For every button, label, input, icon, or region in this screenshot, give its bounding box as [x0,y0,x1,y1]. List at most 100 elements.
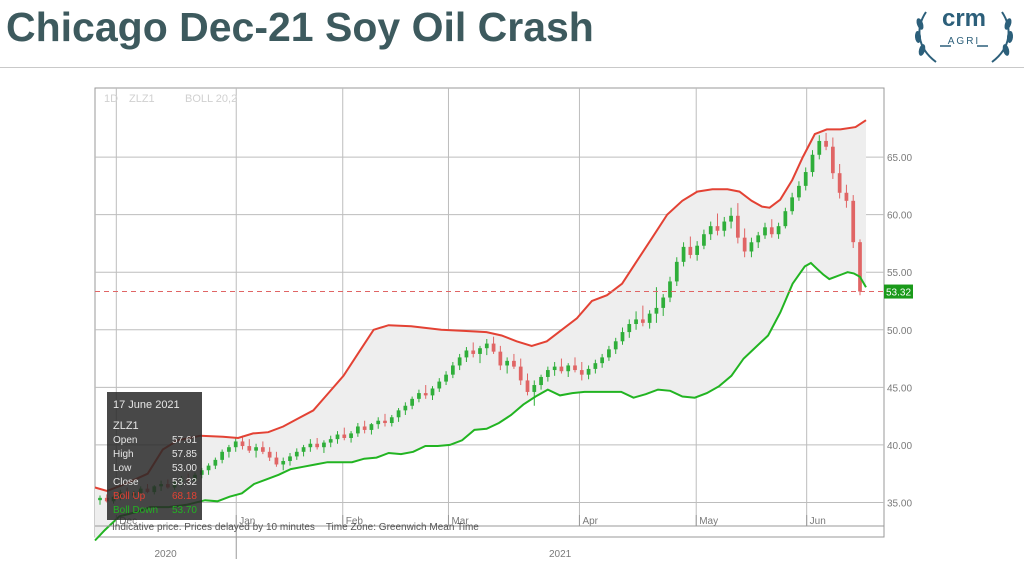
candle-body [444,374,448,382]
x-month-label: Jun [810,516,826,527]
tooltip-row-label: Low [113,463,132,474]
candle-body [647,313,652,323]
candlestick [213,457,218,470]
candle-body [247,446,252,451]
candlestick [383,413,387,427]
candle-body [702,234,706,246]
candlestick [281,457,286,471]
candlestick [450,362,455,379]
tooltip-row-value: 57.85 [171,449,197,460]
tooltip-date: 17 June 2021 [113,399,180,411]
candle-body [559,366,564,372]
candle-body [756,235,761,243]
candle-body [294,451,299,457]
candlestick [539,374,543,390]
candlestick [640,305,645,327]
candle-body [600,357,605,364]
candlestick [220,449,225,464]
candlestick [410,396,415,410]
candle-body [797,185,801,198]
candle-body [552,366,557,371]
candle-body [233,441,238,448]
candlestick [688,236,693,259]
candle-body [620,332,625,342]
x-month-label: Apr [582,516,598,527]
candlestick [491,336,496,354]
candlestick [233,437,238,452]
candle-body [790,197,795,212]
candlestick [260,441,265,455]
candle-body [803,172,808,186]
candle-body [579,370,584,375]
candlestick [437,378,442,392]
candle-body [104,497,109,502]
candle-body [260,447,265,452]
crm-agri-logo: crm AGRI [906,2,1022,68]
candle-body [376,420,381,425]
candle-body [342,434,347,438]
y-tick-label: 60.00 [887,211,912,222]
candlestick [810,150,815,177]
candlestick [769,219,774,238]
candlestick [308,439,313,452]
candlestick [803,167,808,191]
tooltip-row: Boll Up 68.18 [113,491,197,504]
tooltip-row: High 57.85 [113,449,197,462]
candlestick [247,439,252,453]
candlestick [783,207,788,229]
candlestick [349,431,353,443]
candle-body [369,424,374,430]
candle-body [464,350,469,358]
candle-body [410,398,415,406]
candle-body [457,357,462,366]
candlestick [647,310,652,329]
candlestick [797,181,801,201]
candlestick [742,228,747,258]
candlestick [756,231,761,249]
candle-body [491,343,496,352]
candle-body [328,439,333,443]
footer-note: Indicative price. Prices delayed by 10 m… [112,522,479,533]
candlestick [301,444,306,457]
candlestick [498,345,503,371]
candlestick [532,380,537,406]
candlestick [681,242,686,267]
y-tick-label: 35.00 [887,498,912,509]
candlestick [362,420,367,434]
candlestick [389,414,394,427]
x-axis: Dec Jan Feb Mar Apr May Jun 2020 2021 [95,515,884,560]
candlestick [227,444,231,458]
candlestick [267,447,272,462]
candlestick [525,373,530,396]
candle-body [593,363,598,369]
candlestick [844,184,849,208]
candle-body [322,442,326,448]
candlestick [471,342,476,358]
candlestick [749,237,754,258]
candlestick [552,362,557,376]
candlestick [573,357,577,373]
tooltip-row-value: 68.18 [171,491,197,502]
candle-body [335,434,340,440]
candle-body [715,226,720,231]
tooltip-row: Open 57.61 [113,435,197,448]
candlestick [858,239,862,296]
candle-body [98,497,102,501]
candlestick [484,338,489,356]
candle-body [417,393,421,399]
tooltip-row-label: High [113,449,134,460]
candle-body [817,140,822,155]
candlestick [328,435,333,448]
candlestick [545,366,550,382]
candlestick [294,448,299,460]
last-price-tag: 53.32 [884,284,913,299]
tooltip-row-label: Boll Up [113,491,146,502]
candle-body [742,237,747,252]
candle-body [349,433,353,438]
tooltip-row-label: Close [113,477,139,488]
candlestick [505,357,510,374]
candlestick [104,494,109,503]
chart-indicator: BOLL 20,2 [185,93,237,105]
candle-body [708,226,713,235]
